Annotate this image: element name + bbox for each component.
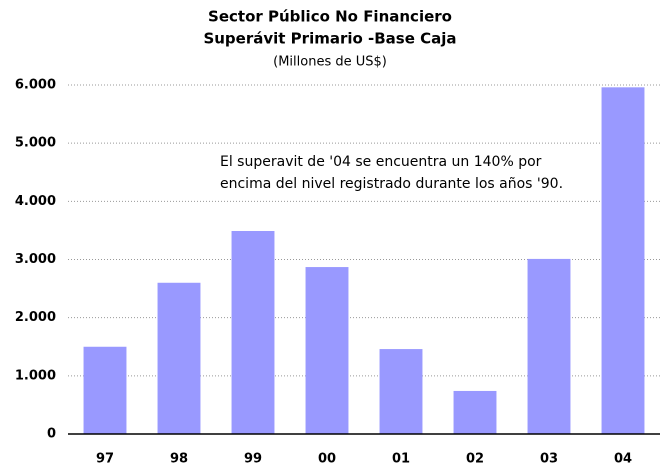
- x-tick-label: 99: [244, 452, 262, 467]
- x-tick-label: 01: [392, 452, 410, 467]
- x-tick-label: 03: [540, 452, 558, 467]
- x-tick-label: 02: [466, 452, 484, 467]
- bar: [601, 87, 645, 435]
- x-tick-label: 97: [96, 452, 114, 467]
- x-tick-label: 98: [170, 452, 188, 467]
- annotation: El superavit de '04 se encuentra un 140%…: [220, 154, 542, 170]
- chart-title: Sector Público No Financiero: [208, 8, 452, 26]
- y-tick-label: 0: [47, 427, 56, 442]
- bar: [527, 258, 571, 434]
- bar: [305, 267, 349, 434]
- bar: [379, 349, 423, 434]
- bar: [83, 346, 127, 434]
- y-tick-label: 1.000: [15, 368, 56, 383]
- bar: [231, 230, 275, 434]
- y-tick-label: 4.000: [15, 194, 56, 209]
- annotation: encima del nivel registrado durante los …: [220, 176, 563, 192]
- y-tick-label: 3.000: [15, 252, 56, 267]
- x-tick-label: 04: [614, 452, 632, 467]
- y-tick-label: 2.000: [15, 310, 56, 325]
- x-tick-label: 00: [318, 452, 336, 467]
- chart-title: Superávit Primario -Base Caja: [203, 30, 456, 48]
- chart-subtitle: (Millones de US$): [273, 55, 387, 70]
- y-tick-label: 6.000: [15, 78, 56, 93]
- bar: [453, 390, 497, 434]
- bar: [157, 282, 201, 434]
- y-tick-label: 5.000: [15, 136, 56, 151]
